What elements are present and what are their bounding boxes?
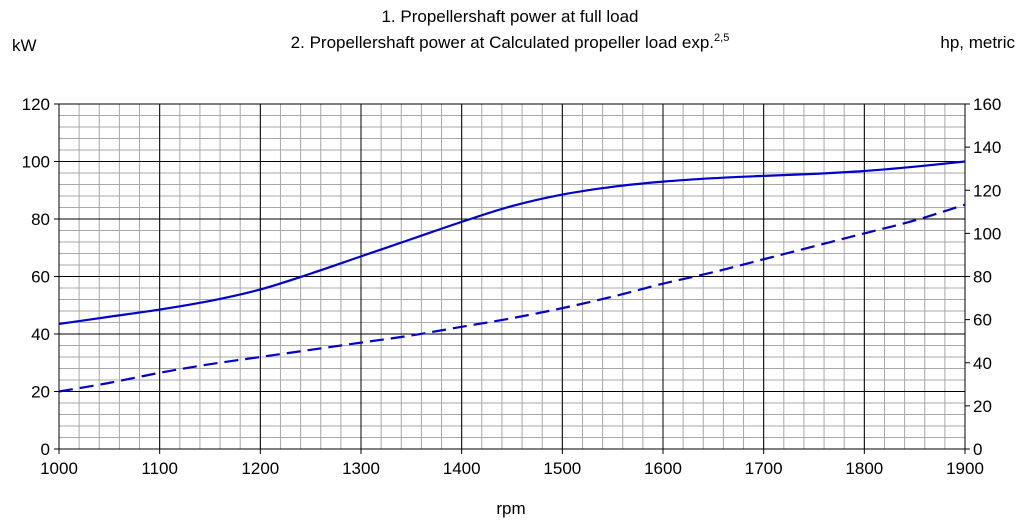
x-tick-label: 1300 xyxy=(342,459,380,478)
x-tick-label: 1000 xyxy=(40,459,78,478)
x-tick-labels: 1000 1100 1200 1300 1400 1500 1600 1700 1800 1900 xyxy=(40,449,984,478)
chart-title-line-1: 1. Propellershaft power at full load xyxy=(381,7,638,26)
major-grid xyxy=(58,103,966,450)
title-line-2-text: 2. Propellershaft power at Calculated pr… xyxy=(291,33,714,52)
x-axis-label: rpm xyxy=(496,499,525,518)
y-tick-label-right: 20 xyxy=(973,397,992,416)
x-tick-label: 1100 xyxy=(141,459,178,478)
y-tick-label-left: 0 xyxy=(41,440,50,459)
y-tick-label-right: 40 xyxy=(973,354,992,373)
x-tick-label: 1400 xyxy=(443,459,481,478)
series-line-1 xyxy=(58,160,966,326)
y-axis-label-right: hp, metric xyxy=(940,33,1015,52)
title-line-2-superscript: 2,5 xyxy=(714,32,729,44)
x-tick-label: 1500 xyxy=(543,459,581,478)
x-tick-label: 1600 xyxy=(644,459,682,478)
y-tick-label-right: 80 xyxy=(973,268,992,287)
y-tick-labels-left: 0 20 40 60 80 100 120 xyxy=(22,95,59,459)
x-tick-label: 1800 xyxy=(845,459,883,478)
y-axis-label-left: kW xyxy=(12,36,37,55)
y-tick-label-right: 60 xyxy=(973,311,992,330)
y-tick-label-right: 140 xyxy=(973,138,1001,157)
chart-title-line-2: 2. Propellershaft power at Calculated pr… xyxy=(291,32,730,52)
y-tick-label-left: 120 xyxy=(22,95,50,114)
x-tick-label: 1200 xyxy=(241,459,279,478)
x-tick-label: 1700 xyxy=(745,459,783,478)
y-tick-label-left: 40 xyxy=(31,325,50,344)
y-tick-label-left: 100 xyxy=(22,153,50,172)
y-tick-label-right: 0 xyxy=(973,440,982,459)
y-tick-label-right: 120 xyxy=(973,181,1001,200)
series-line-2 xyxy=(58,203,966,393)
y-tick-label-right: 100 xyxy=(973,224,1001,243)
y-tick-label-left: 20 xyxy=(31,383,50,402)
y-tick-label-left: 60 xyxy=(31,268,50,287)
y-tick-labels-right: 0 20 40 60 80 100 120 140 160 xyxy=(965,95,1001,459)
x-tick-label: 1900 xyxy=(946,459,984,478)
series-layer xyxy=(58,160,966,393)
y-tick-label-right: 160 xyxy=(973,95,1001,114)
y-tick-label-left: 80 xyxy=(31,210,50,229)
